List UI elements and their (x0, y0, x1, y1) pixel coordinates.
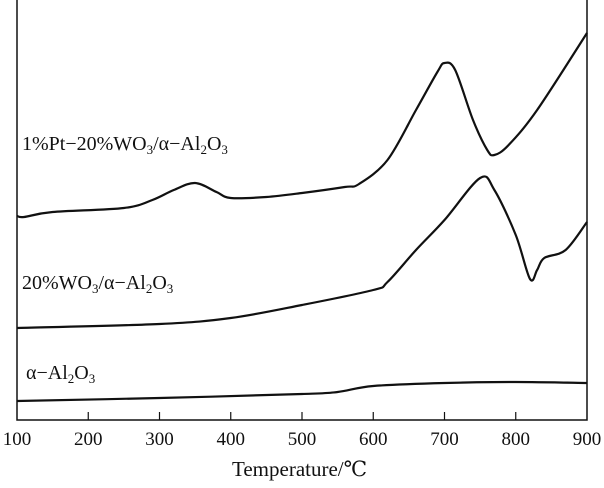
x-tick-label: 400 (217, 429, 246, 450)
x-tick-label: 600 (359, 429, 388, 450)
x-tick-label: 900 (573, 429, 602, 450)
series-line-1 (16, 175, 588, 330)
x-tick-label: 200 (74, 429, 103, 450)
x-tick-label: 300 (145, 429, 174, 450)
x-axis-label: Temperature/℃ (232, 457, 368, 481)
series-label-alumina: α−Al2O3 (26, 362, 96, 386)
x-tick-label: 100 (3, 429, 32, 450)
series-line-0 (16, 32, 588, 219)
series-label-pt-wo3: 1%Pt−20%WO3/α−Al2O3 (22, 133, 228, 157)
series-line-2 (16, 380, 588, 403)
x-tick-label: 700 (430, 429, 459, 450)
x-tick-label: 800 (502, 429, 531, 450)
x-tick-label: 500 (288, 429, 317, 450)
series-label-wo3: 20%WO3/α−Al2O3 (22, 272, 174, 296)
